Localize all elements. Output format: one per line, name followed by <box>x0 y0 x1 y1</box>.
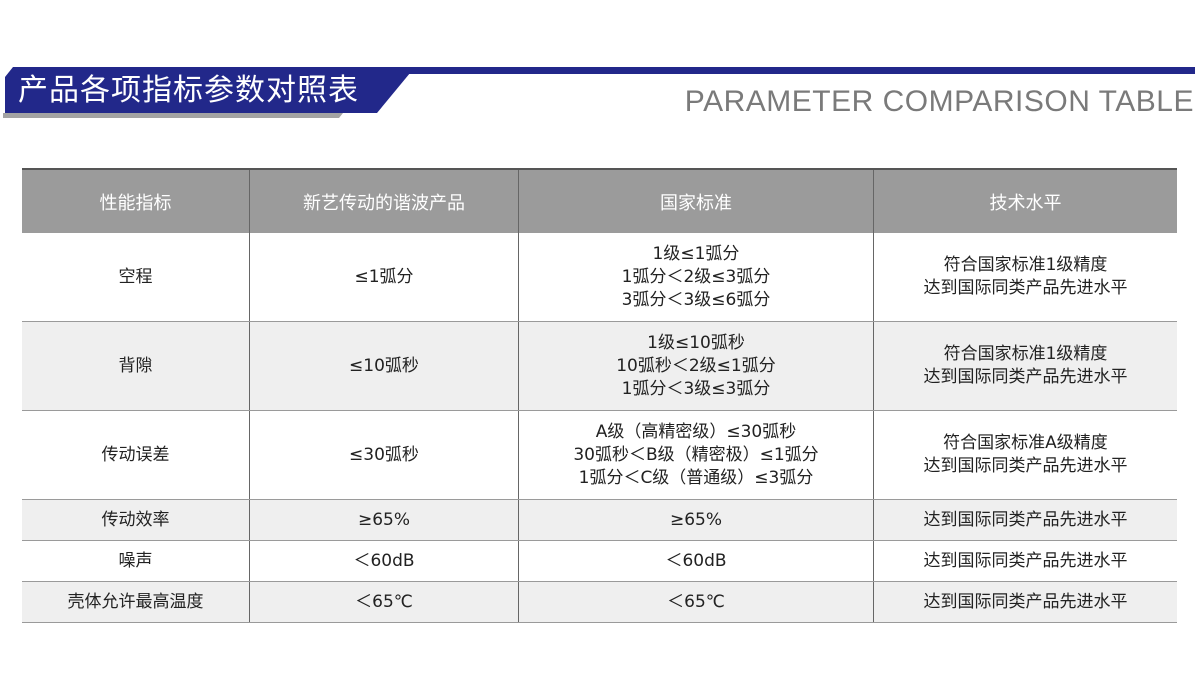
product-cell: ≤1弧分 <box>249 233 519 322</box>
product-cell-text: ≤10弧秒 <box>349 355 419 376</box>
product-cell-text: ≥65% <box>357 509 411 530</box>
standard-cell-text: 3弧分＜3级≤6弧分 <box>621 289 771 310</box>
table-row: 壳体允许最高温度 ＜65℃ ＜65℃ 达到国际同类产品先进水平 <box>22 581 1177 623</box>
product-cell: ＜60dB <box>249 540 519 582</box>
metric-cell: 空程 <box>22 233 250 322</box>
table-row: 空程 ≤1弧分 1级≤1弧分 1弧分＜2级≤3弧分 3弧分＜3级≤6弧分 符合国家标准1级… <box>22 233 1177 322</box>
table-row: 背隙 ≤10弧秒 1级≤10弧秒 10弧秒＜2级≤1弧分 1弧分＜3级≤3弧分 符合国家标… <box>22 321 1177 411</box>
level-cell: 符合国家标准1级精度 达到国际同类产品先进水平 <box>873 321 1177 411</box>
standard-cell: ＜65℃ <box>518 581 874 623</box>
level-cell: 达到国际同类产品先进水平 <box>873 540 1177 582</box>
product-cell: ≤10弧秒 <box>249 321 519 411</box>
level-cell-text: 符合国家标准1级精度 <box>943 344 1108 364</box>
level-cell-text: 达到国际同类产品先进水平 <box>923 278 1128 298</box>
metric-cell: 传动效率 <box>22 499 250 541</box>
standard-cell: ＜60dB <box>518 540 874 582</box>
title-band-shadow <box>3 113 343 118</box>
standard-cell-text: ＜65℃ <box>667 591 725 612</box>
product-cell: ＜65℃ <box>249 581 519 623</box>
standard-cell: 1级≤10弧秒 10弧秒＜2级≤1弧分 1弧分＜3级≤3弧分 <box>518 321 874 411</box>
standard-cell-text: 1级≤1弧分 <box>652 243 740 264</box>
product-cell-text: ≤1弧分 <box>354 266 414 287</box>
product-cell-text: ＜65℃ <box>355 591 413 612</box>
parameter-table: 性能指标 新艺传动的谐波产品 国家标准 技术水平 空程 ≤1弧分 1级≤1弧分 1弧分… <box>22 168 1177 623</box>
metric-cell: 壳体允许最高温度 <box>22 581 250 623</box>
column-header: 性能指标 <box>22 168 250 233</box>
standard-cell-text: 1级≤10弧秒 <box>647 332 745 353</box>
standard-cell-text: 1弧分＜2级≤3弧分 <box>621 266 771 287</box>
level-cell: 达到国际同类产品先进水平 <box>873 499 1177 541</box>
metric-cell: 传动误差 <box>22 410 250 500</box>
level-cell-text: 达到国际同类产品先进水平 <box>923 550 1128 571</box>
metric-cell: 噪声 <box>22 540 250 582</box>
level-cell-text: 达到国际同类产品先进水平 <box>923 509 1128 530</box>
standard-cell: 1级≤1弧分 1弧分＜2级≤3弧分 3弧分＜3级≤6弧分 <box>518 233 874 322</box>
metric-cell-text: 背隙 <box>118 355 153 376</box>
product-cell: ≥65% <box>249 499 519 541</box>
product-cell-text: ≤30弧秒 <box>349 444 419 465</box>
header-rule <box>380 67 1195 74</box>
metric-cell-text: 壳体允许最高温度 <box>67 591 204 612</box>
standard-cell-text: 10弧秒＜2级≤1弧分 <box>616 355 776 376</box>
standard-cell-text: A级（高精密级）≤30弧秒 <box>595 421 797 442</box>
table-row: 传动效率 ≥65% ≥65% 达到国际同类产品先进水平 <box>22 499 1177 541</box>
standard-cell-text: 30弧秒＜B级（精密极）≤1弧分 <box>573 444 819 465</box>
page-subtitle-en: PARAMETER COMPARISON TABLE <box>684 85 1194 118</box>
table-row: 噪声 ＜60dB ＜60dB 达到国际同类产品先进水平 <box>22 540 1177 582</box>
level-cell: 达到国际同类产品先进水平 <box>873 581 1177 623</box>
page-title: 产品各项指标参数对照表 <box>18 73 359 108</box>
level-cell-text: 达到国际同类产品先进水平 <box>923 591 1128 612</box>
level-cell: 符合国家标准A级精度 达到国际同类产品先进水平 <box>873 410 1177 500</box>
metric-cell-text: 传动误差 <box>101 444 170 465</box>
standard-cell-text: 1弧分＜3级≤3弧分 <box>621 378 771 399</box>
column-header: 新艺传动的谐波产品 <box>249 168 519 233</box>
metric-cell-text: 噪声 <box>118 550 153 571</box>
column-header: 技术水平 <box>873 168 1177 233</box>
table-header-row: 性能指标 新艺传动的谐波产品 国家标准 技术水平 <box>22 168 1177 233</box>
level-cell-text: 符合国家标准1级精度 <box>943 255 1108 275</box>
standard-cell: ≥65% <box>518 499 874 541</box>
column-header: 国家标准 <box>518 168 874 233</box>
standard-cell-text: ＜60dB <box>665 550 727 571</box>
standard-cell-text: 1弧分＜C级（普通级）≤3弧分 <box>578 467 814 488</box>
metric-cell-text: 传动效率 <box>101 509 170 530</box>
metric-cell: 背隙 <box>22 321 250 411</box>
level-cell-text: 达到国际同类产品先进水平 <box>923 456 1128 476</box>
level-cell: 符合国家标准1级精度 达到国际同类产品先进水平 <box>873 233 1177 322</box>
level-cell-text: 达到国际同类产品先进水平 <box>923 367 1128 387</box>
product-cell: ≤30弧秒 <box>249 410 519 500</box>
metric-cell-text: 空程 <box>118 266 153 287</box>
level-cell-text: 符合国家标准A级精度 <box>943 433 1108 453</box>
product-cell-text: ＜60dB <box>353 550 415 571</box>
standard-cell-text: ≥65% <box>669 509 723 530</box>
standard-cell: A级（高精密级）≤30弧秒 30弧秒＜B级（精密极）≤1弧分 1弧分＜C级（普通级）… <box>518 410 874 500</box>
table-row: 传动误差 ≤30弧秒 A级（高精密级）≤30弧秒 30弧秒＜B级（精密极）≤1弧分 1弧… <box>22 410 1177 500</box>
title-band <box>5 67 415 113</box>
